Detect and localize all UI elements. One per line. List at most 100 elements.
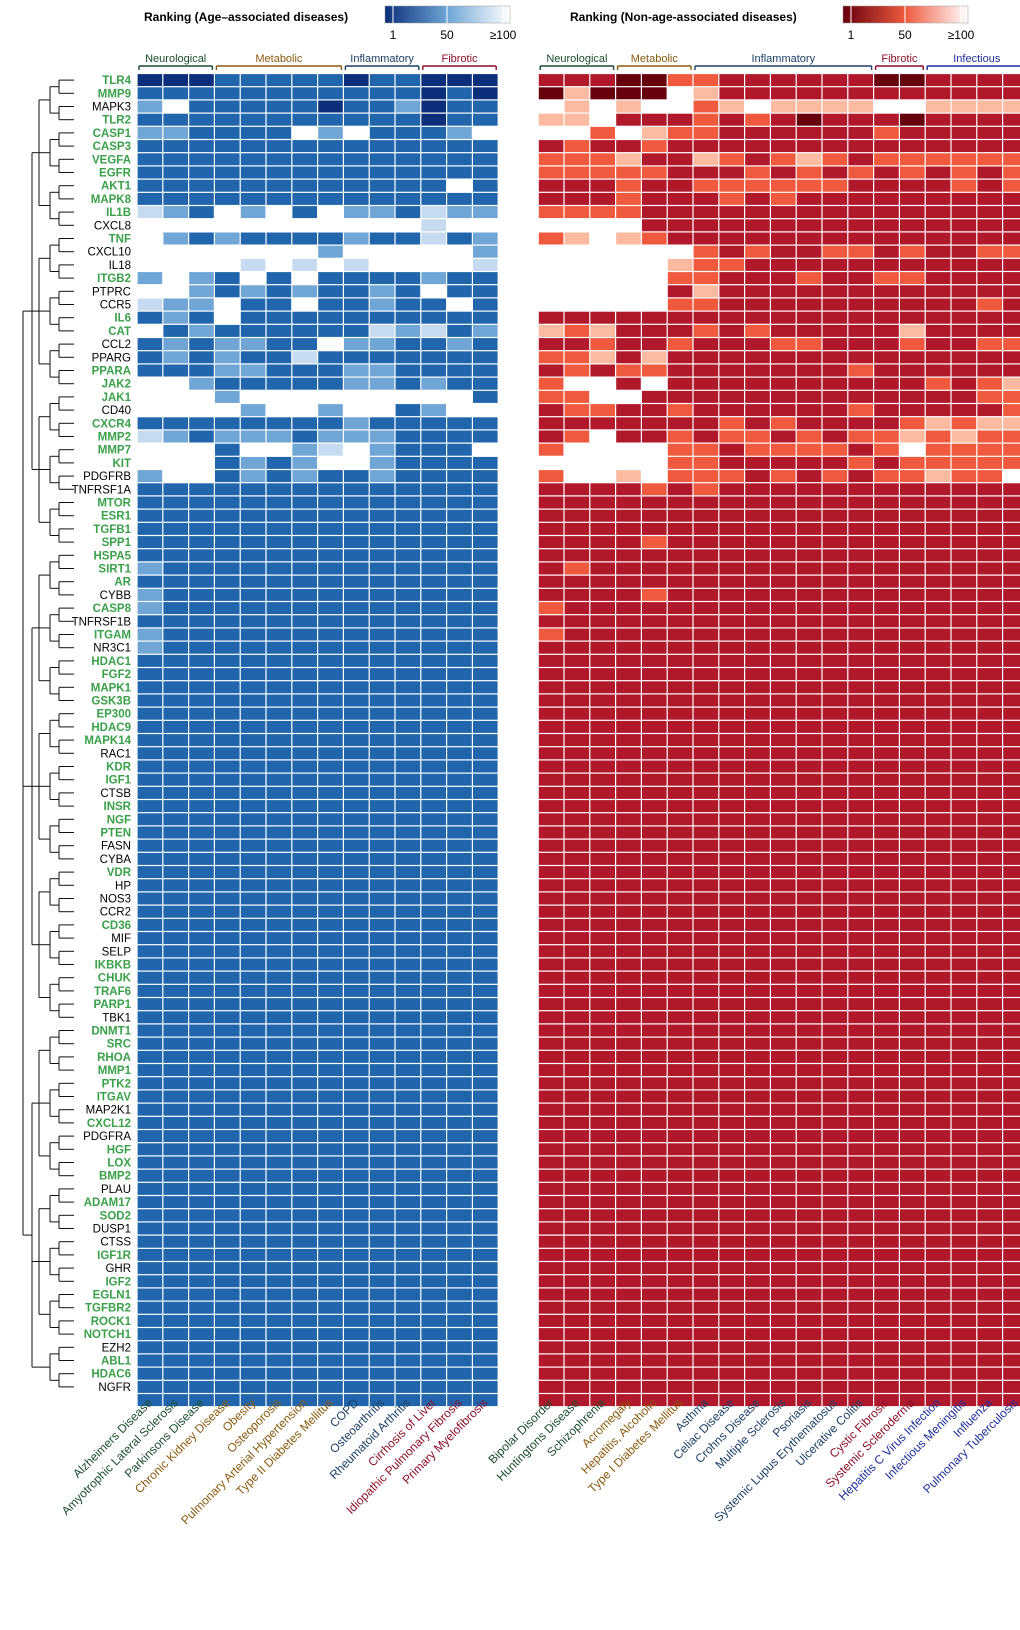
- heatmap-cell: [421, 364, 446, 377]
- heatmap-cell: [137, 588, 163, 601]
- heatmap-cell: [447, 549, 472, 562]
- row-label: ABL1: [101, 1356, 132, 1368]
- heatmap-cell: [266, 166, 292, 179]
- heatmap-cell: [616, 549, 641, 562]
- heatmap-cell: [642, 232, 667, 245]
- heatmap-cell: [473, 1262, 498, 1275]
- heatmap-cell: [745, 272, 770, 285]
- heatmap-cell: [848, 1354, 873, 1367]
- heatmap-cell: [473, 245, 498, 258]
- heatmap-cell: [900, 1314, 925, 1327]
- heatmap-cell: [215, 140, 240, 153]
- heatmap-cell: [447, 998, 472, 1011]
- heatmap-cell: [874, 932, 899, 945]
- heatmap-cell: [693, 826, 719, 839]
- heatmap-cell: [344, 760, 369, 773]
- heatmap-cell: [693, 1130, 719, 1143]
- heatmap-cell: [564, 826, 590, 839]
- heatmap-cell: [822, 1130, 848, 1143]
- heatmap-cell: [137, 932, 163, 945]
- heatmap-cell: [745, 140, 770, 153]
- heatmap-cell: [369, 575, 395, 588]
- heatmap-cell: [977, 971, 1002, 984]
- heatmap-cell: [395, 153, 421, 166]
- heatmap-cell: [344, 681, 369, 694]
- heatmap-cell: [667, 575, 693, 588]
- heatmap-cell: [473, 1222, 498, 1235]
- heatmap-cell: [977, 1235, 1002, 1248]
- heatmap-cell: [266, 1328, 292, 1341]
- heatmap-cell: [874, 483, 899, 496]
- heatmap-cell: [189, 192, 214, 205]
- heatmap-cell: [874, 1209, 899, 1222]
- heatmap-cell: [564, 773, 590, 786]
- heatmap-cell: [771, 417, 796, 430]
- heatmap-cell: [189, 206, 214, 219]
- heatmap-cell: [369, 668, 395, 681]
- heatmap-cell: [189, 74, 214, 87]
- heatmap-cell: [642, 747, 667, 760]
- heatmap-cell: [719, 1222, 744, 1235]
- heatmap-cell: [642, 1024, 667, 1037]
- heatmap-cell: [473, 694, 498, 707]
- row-label: CXCL10: [88, 247, 131, 259]
- heatmap-cell: [240, 113, 266, 126]
- row-dendrogram: [22, 79, 74, 1388]
- heatmap-cell: [719, 720, 744, 733]
- heatmap-cell: [616, 1064, 641, 1077]
- heatmap-cell: [745, 628, 770, 641]
- heatmap-cell: [292, 443, 317, 456]
- heatmap-cell: [344, 892, 369, 905]
- heatmap-cell: [796, 140, 822, 153]
- heatmap-cell: [564, 153, 590, 166]
- heatmap-cell: [900, 1116, 925, 1129]
- heatmap-cell: [848, 747, 873, 760]
- heatmap-cell: [447, 575, 472, 588]
- row-label: ROCK1: [91, 1316, 132, 1328]
- heatmap-cell: [925, 628, 951, 641]
- heatmap-cell: [240, 575, 266, 588]
- heatmap-cell: [538, 536, 564, 549]
- heatmap-cell: [951, 1024, 977, 1037]
- heatmap-cell: [1003, 602, 1020, 615]
- heatmap-cell: [137, 1341, 163, 1354]
- heatmap-cell: [292, 430, 317, 443]
- heatmap-cell: [240, 720, 266, 733]
- heatmap-cell: [344, 1341, 369, 1354]
- heatmap-cell: [977, 1156, 1002, 1169]
- heatmap-cell: [1003, 509, 1020, 522]
- heatmap-cell: [137, 509, 163, 522]
- heatmap-cell: [538, 192, 564, 205]
- heatmap-cell: [318, 720, 343, 733]
- heatmap-cell: [538, 549, 564, 562]
- heatmap-cell: [848, 1367, 873, 1380]
- heatmap-cell: [189, 839, 214, 852]
- heatmap-cell: [900, 1103, 925, 1116]
- heatmap-cell: [189, 166, 214, 179]
- heatmap-cell: [848, 258, 873, 271]
- heatmap-cell: [318, 74, 343, 87]
- heatmap-cell: [564, 879, 590, 892]
- heatmap-cell: [447, 1262, 472, 1275]
- heatmap-cell: [925, 866, 951, 879]
- heatmap-cell: [240, 707, 266, 720]
- heatmap-cell: [318, 1288, 343, 1301]
- heatmap-cell: [796, 826, 822, 839]
- heatmap-cell: [266, 1037, 292, 1050]
- heatmap-cell: [874, 1275, 899, 1288]
- heatmap-cell: [215, 390, 240, 403]
- heatmap-cell: [447, 760, 472, 773]
- heatmap-cell: [163, 747, 188, 760]
- heatmap-cell: [771, 311, 796, 324]
- heatmap-cell: [771, 786, 796, 799]
- heatmap-cell: [215, 1182, 240, 1195]
- heatmap-cell: [951, 1248, 977, 1261]
- heatmap-cell: [796, 786, 822, 799]
- heatmap-cell: [447, 1394, 472, 1407]
- heatmap-cell: [616, 892, 641, 905]
- heatmap-cell: [318, 945, 343, 958]
- heatmap-cell: [447, 1196, 472, 1209]
- heatmap-cell: [771, 760, 796, 773]
- heatmap-cell: [900, 417, 925, 430]
- heatmap-cell: [616, 984, 641, 997]
